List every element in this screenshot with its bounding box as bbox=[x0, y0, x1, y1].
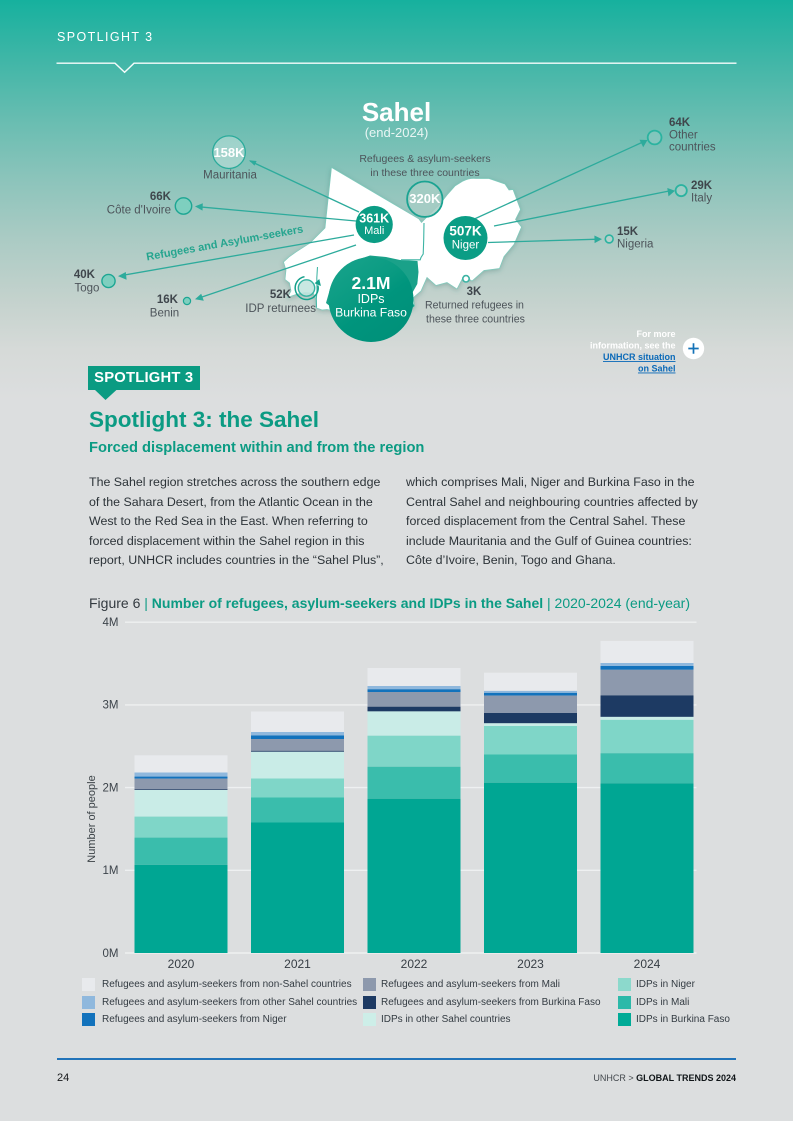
svg-text:Refugees & asylum-seekers: Refugees & asylum-seekers bbox=[359, 153, 490, 165]
svg-text:Burkina Faso: Burkina Faso bbox=[335, 306, 407, 320]
svg-text:4M: 4M bbox=[103, 617, 119, 629]
svg-text:2022: 2022 bbox=[401, 957, 428, 971]
svg-text:507K: 507K bbox=[449, 224, 482, 239]
svg-text:40K: 40K bbox=[74, 269, 96, 281]
svg-text:16K: 16K bbox=[157, 294, 179, 306]
svg-text:158K: 158K bbox=[213, 145, 245, 160]
svg-text:on Sahel: on Sahel bbox=[638, 364, 676, 374]
svg-text:Benin: Benin bbox=[150, 308, 179, 320]
svg-text:1M: 1M bbox=[103, 865, 119, 877]
svg-text:66K: 66K bbox=[150, 191, 172, 203]
svg-text:IDP returnees: IDP returnees bbox=[245, 303, 316, 315]
svg-text:information, see the: information, see the bbox=[590, 341, 676, 351]
svg-text:Togo: Togo bbox=[75, 283, 100, 295]
svg-text:Nigeria: Nigeria bbox=[617, 239, 654, 251]
svg-text:64K: 64K bbox=[669, 117, 691, 129]
svg-text:29K: 29K bbox=[691, 180, 713, 192]
svg-text:Number of people: Number of people bbox=[86, 775, 98, 862]
svg-text:3K: 3K bbox=[467, 286, 482, 298]
svg-text:2024: 2024 bbox=[634, 957, 661, 971]
svg-text:Returned refugees in: Returned refugees in bbox=[425, 300, 524, 312]
svg-text:2021: 2021 bbox=[284, 957, 311, 971]
svg-text:2.1M: 2.1M bbox=[352, 273, 391, 293]
svg-text:320K: 320K bbox=[409, 191, 441, 206]
svg-text:these three countries: these three countries bbox=[426, 314, 525, 326]
svg-text:countries: countries bbox=[669, 142, 716, 154]
svg-text:in these three countries: in these three countries bbox=[370, 167, 479, 179]
svg-text:52K: 52K bbox=[270, 289, 292, 301]
svg-text:Niger: Niger bbox=[452, 240, 480, 252]
svg-text:Mali: Mali bbox=[364, 225, 384, 237]
svg-text:2023: 2023 bbox=[517, 957, 544, 971]
svg-text:Mauritania: Mauritania bbox=[203, 170, 257, 182]
svg-text:Other: Other bbox=[669, 130, 698, 142]
svg-text:UNHCR situation: UNHCR situation bbox=[603, 352, 676, 362]
svg-text:15K: 15K bbox=[617, 226, 639, 238]
svg-text:Italy: Italy bbox=[691, 193, 712, 205]
svg-text:3M: 3M bbox=[103, 700, 119, 712]
svg-text:361K: 361K bbox=[359, 212, 389, 226]
svg-text:2M: 2M bbox=[103, 782, 119, 794]
svg-text:2020: 2020 bbox=[168, 957, 195, 971]
svg-text:Côte d'Ivoire: Côte d'Ivoire bbox=[107, 205, 171, 217]
svg-text:IDPs: IDPs bbox=[357, 292, 384, 306]
svg-text:0M: 0M bbox=[103, 948, 119, 960]
svg-text:For more: For more bbox=[636, 329, 675, 339]
